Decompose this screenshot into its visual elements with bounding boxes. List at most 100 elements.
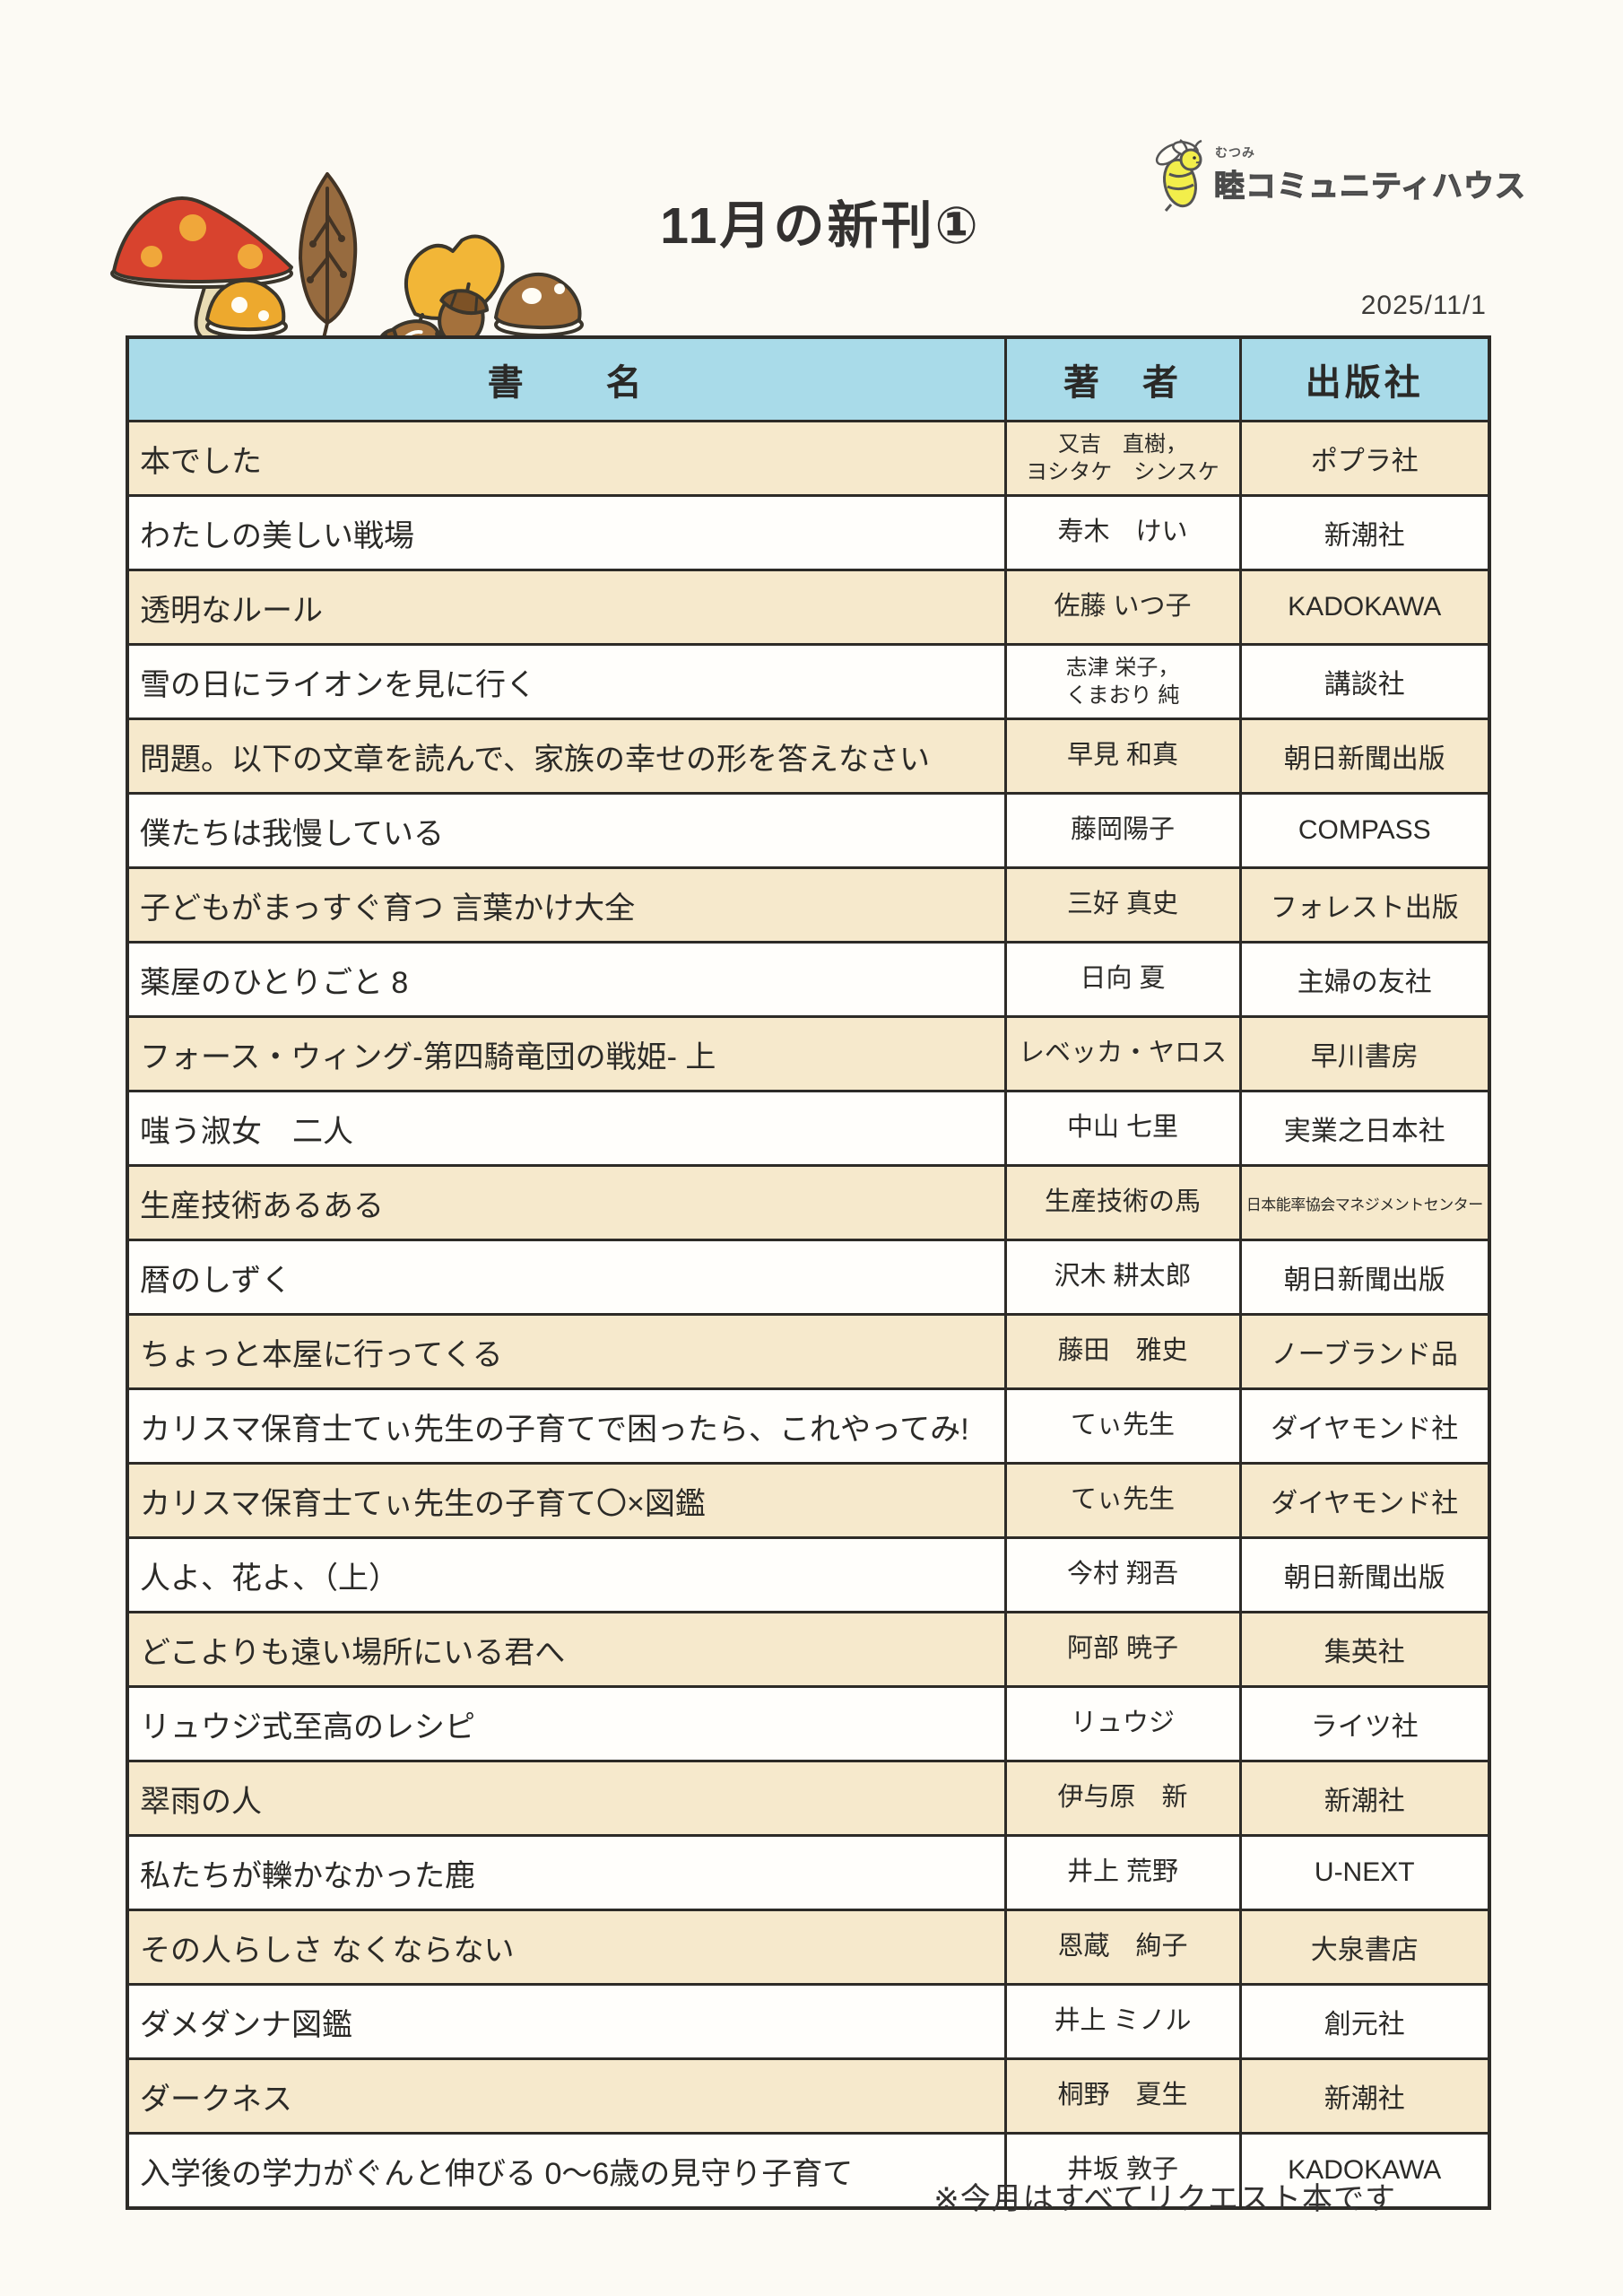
table-row: どこよりも遠い場所にいる君へ 阿部 暁子 集英社 [126, 1611, 1491, 1688]
table-row: フォース・ウィング-第四騎竜団の戦姫- 上レベッカ・ヤロス 早川書房 [126, 1015, 1491, 1092]
author-cell: 生産技術の馬 [1003, 1164, 1242, 1241]
author-cell: 藤田 雅史 [1003, 1313, 1242, 1390]
book-cell: カリスマ保育士てぃ先生の子育て〇×図鑑 [126, 1462, 1007, 1539]
book-cell: 嗤う淑女 二人 [126, 1090, 1007, 1167]
table-row: 雪の日にライオンを見に行く 志津 栄子， くまおり 純講談社 [126, 643, 1491, 720]
publisher-cell: 日本能率協会マネジメントセンター [1238, 1164, 1491, 1241]
book-cell: 雪の日にライオンを見に行く [126, 643, 1007, 720]
author-cell: 又吉 直樹， ヨシタケ シンスケ [1003, 420, 1242, 497]
publisher-cell: フォレスト出版 [1238, 866, 1491, 944]
header-publisher: 出版社 [1238, 335, 1491, 422]
author-cell: 佐藤 いつ子 [1003, 569, 1242, 646]
book-cell: どこよりも遠い場所にいる君へ [126, 1611, 1007, 1688]
table-row: 僕たちは我慢している 藤岡陽子 COMPASS [126, 792, 1491, 869]
book-cell: リュウジ式至高のレシピ [126, 1685, 1007, 1762]
book-cell: 薬屋のひとりごと 8 [126, 941, 1007, 1018]
book-cell: フォース・ウィング-第四騎竜団の戦姫- 上 [126, 1015, 1007, 1092]
table-row: 入学後の学力がぐんと伸びる 0～6歳の見守り子育て 井坂 敦子 KADOKAWA [126, 2132, 1491, 2210]
publisher-cell: U-NEXT [1238, 1834, 1491, 1911]
table-row: 嗤う淑女 二人 中山 七里 実業之日本社 [126, 1090, 1491, 1167]
author-cell: 恩蔵 絢子 [1003, 1909, 1242, 1986]
org-logo-text: むつみ睦コミュニティハウス [1213, 145, 1526, 205]
page-title: 11月の新刊① [660, 197, 981, 256]
book-cell: 子どもがまっすぐ育つ 言葉かけ大全 [126, 866, 1007, 944]
author-cell: 藤岡陽子 [1003, 792, 1242, 869]
date-label: 2025/11/1 [1360, 291, 1487, 320]
publisher-cell: ポプラ社 [1238, 420, 1491, 497]
book-cell: 透明なルール [126, 569, 1007, 646]
publisher-cell: 主婦の友社 [1238, 941, 1491, 1018]
publisher-cell: 朝日新聞出版 [1238, 1239, 1491, 1316]
author-cell: 井上 荒野 [1003, 1834, 1242, 1911]
publisher-cell: KADOKAWA [1238, 2132, 1491, 2210]
table-body: 本でした 又吉 直樹， ヨシタケ シンスケ ポプラ社 わたしの美しい戦場 寿木 けい 新潮… [126, 420, 1491, 2210]
book-cell: 本でした [126, 420, 1007, 497]
table-row: 私たちが轢かなかった鹿 井上 荒野 U-NEXT [126, 1834, 1491, 1911]
author-cell: レベッカ・ヤロス [1003, 1015, 1242, 1092]
book-cell: ダークネス [126, 2057, 1007, 2135]
author-cell: リュウジ [1003, 1685, 1242, 1762]
author-cell: 三好 真史 [1003, 866, 1242, 944]
header-author: 著 者 [1003, 335, 1242, 422]
leaf-icon [299, 172, 358, 353]
publisher-cell: 大泉書店 [1238, 1909, 1491, 1986]
author-cell: 志津 栄子， くまおり 純 [1003, 643, 1242, 720]
author-cell: 井上 ミノル [1003, 1983, 1242, 2060]
org-logo: むつみ睦コミュニティハウス [1150, 127, 1526, 226]
new-books-table: 書 名 著 者 出版社 本でした 又吉 直樹， ヨシタケ シンスケ ポプラ社 わたしの… [126, 335, 1491, 2210]
table-row: 薬屋のひとりごと 8 日向 夏主婦の友社 [126, 941, 1491, 1018]
publisher-cell: KADOKAWA [1238, 569, 1491, 646]
author-cell: 中山 七里 [1003, 1090, 1242, 1167]
author-cell: 寿木 けい [1003, 494, 1242, 571]
publisher-cell: 朝日新聞出版 [1238, 718, 1491, 795]
table-row: ダークネス 桐野 夏生 新潮社 [126, 2057, 1491, 2135]
autumn-illustration [110, 172, 584, 359]
book-cell: 生産技術あるある [126, 1164, 1007, 1241]
publisher-cell: 集英社 [1238, 1611, 1491, 1688]
table-row: わたしの美しい戦場 寿木 けい 新潮社 [126, 494, 1491, 571]
header-book-name: 書 名 [126, 335, 1007, 422]
book-cell: 入学後の学力がぐんと伸びる 0～6歳の見守り子育て [126, 2132, 1007, 2210]
author-cell: 伊与原 新 [1003, 1760, 1242, 1837]
book-cell: 暦のしずく [126, 1239, 1007, 1316]
book-cell: 翠雨の人 [126, 1760, 1007, 1837]
book-cell: わたしの美しい戦場 [126, 494, 1007, 571]
table-row: 翠雨の人 伊与原 新新潮社 [126, 1760, 1491, 1837]
table-row: 本でした 又吉 直樹， ヨシタケ シンスケ ポプラ社 [126, 420, 1491, 497]
footer-note: ※今月はすべてリクエスト本です [933, 2182, 1396, 2216]
book-cell: 問題。以下の文章を読んで、家族の幸せの形を答えなさい [126, 718, 1007, 795]
author-cell: てぃ先生 [1003, 1387, 1242, 1465]
table-row: 生産技術あるある 生産技術の馬 日本能率協会マネジメントセンター [126, 1164, 1491, 1241]
publisher-cell: ダイヤモンド社 [1238, 1462, 1491, 1539]
author-cell: 日向 夏 [1003, 941, 1242, 1018]
book-cell: 僕たちは我慢している [126, 792, 1007, 869]
publisher-cell: 創元社 [1238, 1983, 1491, 2060]
author-cell: 桐野 夏生 [1003, 2057, 1242, 2135]
logo-furigana: むつみ [1215, 145, 1255, 160]
publisher-cell: 新潮社 [1238, 2057, 1491, 2135]
publisher-cell: ダイヤモンド社 [1238, 1387, 1491, 1465]
book-cell: ちょっと本屋に行ってくる [126, 1313, 1007, 1390]
author-cell: てぃ先生 [1003, 1462, 1242, 1539]
bee-icon [1155, 138, 1202, 212]
author-cell: 阿部 暁子 [1003, 1611, 1242, 1688]
table-row: カリスマ保育士てぃ先生の子育てで困ったら、これやってみ! てぃ先生 ダイヤモンド社 [126, 1387, 1491, 1465]
table-row: 透明なルール 佐藤 いつ子 KADOKAWA [126, 569, 1491, 646]
author-cell: 井坂 敦子 [1003, 2132, 1242, 2210]
book-cell: 私たちが轢かなかった鹿 [126, 1834, 1007, 1911]
publisher-cell: ノーブランド品 [1238, 1313, 1491, 1390]
book-cell: 人よ、花よ、（上） [126, 1536, 1007, 1613]
author-cell: 早見 和真 [1003, 718, 1242, 795]
publisher-cell: COMPASS [1238, 792, 1491, 869]
table-row: 問題。以下の文章を読んで、家族の幸せの形を答えなさい 早見 和真 朝日新聞出版 [126, 718, 1491, 795]
publisher-cell: 新潮社 [1238, 1760, 1491, 1837]
publisher-cell: 新潮社 [1238, 494, 1491, 571]
publisher-cell: ライツ社 [1238, 1685, 1491, 1762]
publisher-cell: 朝日新聞出版 [1238, 1536, 1491, 1613]
logo-name: 睦コミュニティハウス [1213, 169, 1526, 204]
table-header-row: 書 名 著 者 出版社 [126, 335, 1491, 422]
table-row: ダメダンナ図鑑 井上 ミノル 創元社 [126, 1983, 1491, 2060]
table-row: 子どもがまっすぐ育つ 言葉かけ大全 三好 真史 フォレスト出版 [126, 866, 1491, 944]
publisher-cell: 早川書房 [1238, 1015, 1491, 1092]
table-row: 人よ、花よ、（上） 今村 翔吾 朝日新聞出版 [126, 1536, 1491, 1613]
